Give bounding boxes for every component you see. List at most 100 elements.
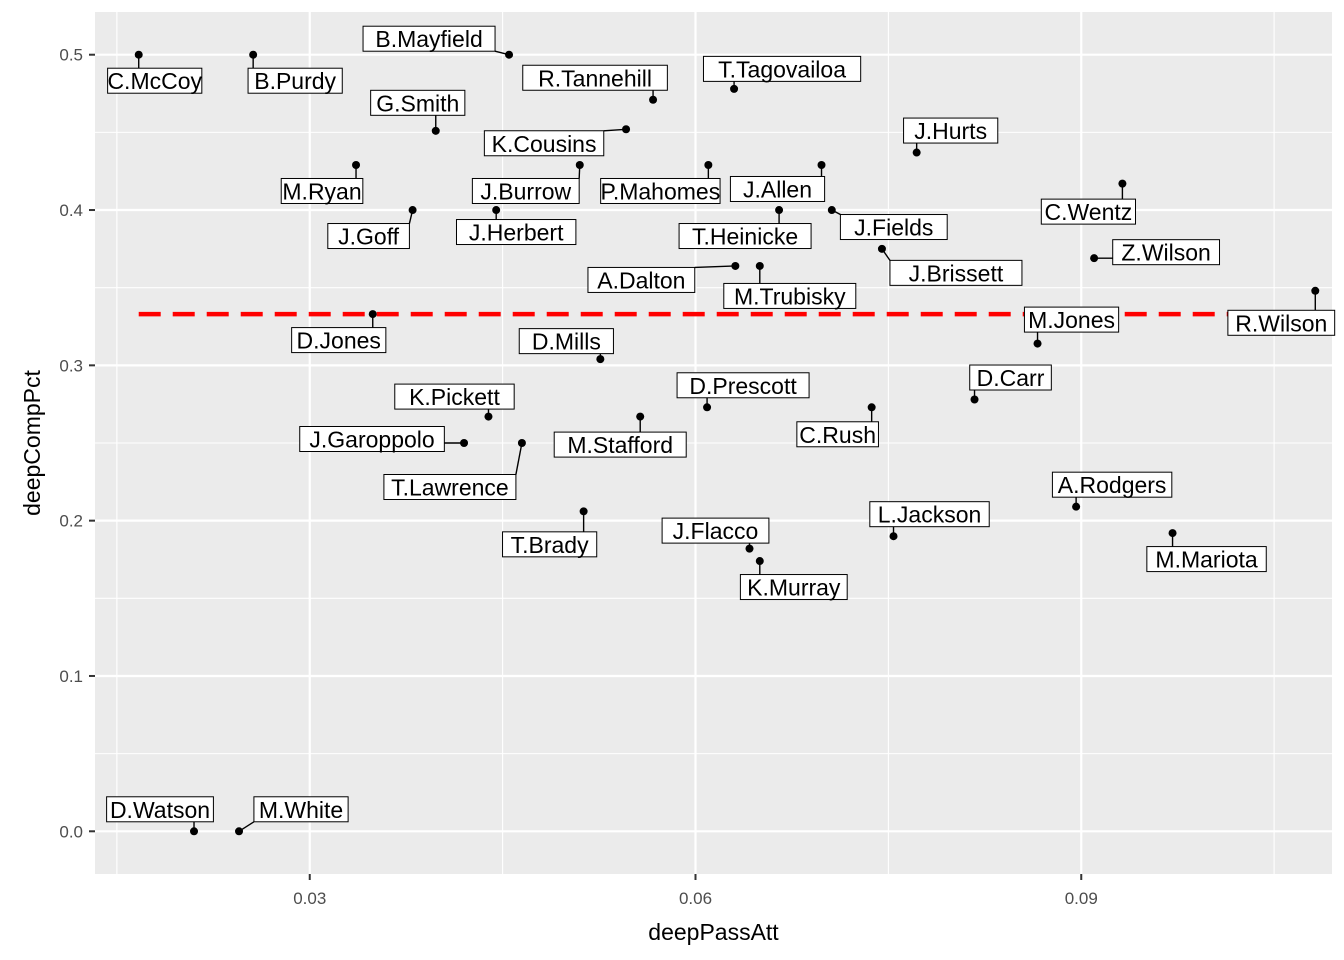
data-point [703, 403, 712, 412]
point-label-box [600, 177, 721, 204]
point-label-box [362, 25, 496, 52]
point-label-box [553, 431, 687, 458]
point-label: R.Wilson [1227, 309, 1336, 336]
data-point [368, 310, 377, 319]
point-label: J.Herbert [455, 219, 577, 246]
point-label: K.Murray [739, 574, 848, 601]
point-label: T.Brady [502, 531, 598, 558]
point-label-box [676, 372, 810, 399]
point-label-box [1227, 309, 1336, 336]
point-label-text: K.Murray [747, 575, 841, 601]
x-axis-title: deepPassAtt [648, 919, 779, 945]
point-label: J.Burrow [471, 177, 580, 204]
point-label: J.Allen [729, 175, 826, 202]
point-label-box [471, 177, 580, 204]
point-label-box [280, 177, 364, 204]
point-labels: B.Mayfield C.McCoy B.Purdy R.Tannehill T.Tag… [106, 25, 1336, 823]
data-point [484, 412, 493, 421]
point-label: J.Hurts [903, 117, 999, 144]
point-label-box [702, 55, 862, 82]
data-point [352, 160, 361, 169]
point-label: T.Heinicke [678, 223, 812, 250]
point-label: T.Lawrence [383, 474, 517, 501]
point-label-box [869, 501, 990, 528]
point-label: J.Flacco [661, 517, 770, 544]
point-label-box [1040, 198, 1137, 225]
point-label-box [107, 67, 203, 94]
y-tick-label: 0.4 [59, 201, 83, 220]
point-label: K.Pickett [394, 383, 515, 410]
data-point [889, 532, 898, 541]
point-label: A.Rodgers [1051, 471, 1173, 498]
point-label-text: J.Flacco [673, 518, 759, 544]
data-point [970, 395, 979, 404]
point-label: M.Trubisky [723, 282, 857, 309]
point-label: D.Mills [518, 328, 614, 355]
point-label-box [502, 531, 598, 558]
point-label-text: G.Smith [376, 90, 459, 116]
point-label: Z.Wilson [1112, 239, 1221, 266]
point-label: R.Tannehill [522, 64, 668, 91]
point-label-text: J.Burrow [480, 178, 571, 204]
point-label-text: M.White [259, 797, 343, 823]
point-label: B.Mayfield [362, 25, 496, 52]
data-point [636, 412, 645, 421]
point-label-text: C.Rush [799, 422, 876, 448]
data-point [1072, 502, 1081, 511]
point-label: M.Mariota [1146, 546, 1267, 573]
point-label-text: T.Brady [511, 532, 589, 558]
data-point [1311, 286, 1320, 295]
point-label-text: M.Mariota [1155, 547, 1257, 573]
point-label-box [106, 796, 214, 823]
point-label-box [1051, 471, 1173, 498]
data-point [827, 206, 836, 215]
point-label: M.White [253, 796, 349, 823]
data-point [912, 148, 921, 157]
point-label-box [661, 517, 770, 544]
x-tick-label: 0.09 [1065, 889, 1098, 908]
data-point [704, 160, 713, 169]
axis-tick-labels: 0.03 0.06 0.09 0.0 0.1 0.2 0.3 0.4 0.5 [59, 46, 1097, 908]
point-label-box [678, 223, 812, 250]
data-point [1090, 254, 1099, 263]
point-label-box [1146, 546, 1267, 573]
point-label-box [483, 130, 605, 157]
point-label-box [1023, 306, 1120, 333]
point-label-box [247, 67, 343, 94]
point-label: K.Cousins [483, 130, 605, 157]
data-point [517, 439, 526, 447]
point-label-text: B.Purdy [254, 68, 336, 94]
point-label: D.Carr [969, 364, 1052, 391]
leader-line [515, 442, 523, 475]
point-label: B.Purdy [247, 67, 343, 94]
point-label: D.Watson [106, 796, 214, 823]
data-point [460, 439, 469, 447]
point-label-text: K.Cousins [492, 131, 597, 157]
data-point [745, 544, 754, 553]
data-point [190, 827, 199, 836]
data-point [1168, 529, 1177, 538]
point-label-box [383, 474, 517, 500]
point-label: C.McCoy [107, 67, 203, 94]
data-point [575, 160, 584, 169]
point-label-box [723, 282, 857, 309]
y-axis-title: deepCompPct [19, 370, 45, 516]
point-label-box [796, 421, 879, 448]
point-label: P.Mahomes [600, 177, 721, 204]
point-label: G.Smith [370, 89, 466, 116]
point-label-box [299, 426, 445, 452]
data-point [134, 50, 143, 59]
point-label-text: M.Trubisky [734, 283, 846, 309]
data-point [505, 50, 514, 59]
point-label-text: J.Goff [338, 224, 400, 250]
point-label: T.Tagovailoa [702, 55, 862, 82]
point-label-box [518, 328, 614, 355]
point-label: J.Brissett [889, 259, 1023, 286]
data-point [431, 126, 440, 135]
point-label-text: M.Stafford [567, 432, 673, 458]
point-label-text: B.Mayfield [375, 26, 482, 52]
data-point [1118, 179, 1127, 188]
data-point [867, 403, 876, 412]
data-point [817, 160, 826, 169]
